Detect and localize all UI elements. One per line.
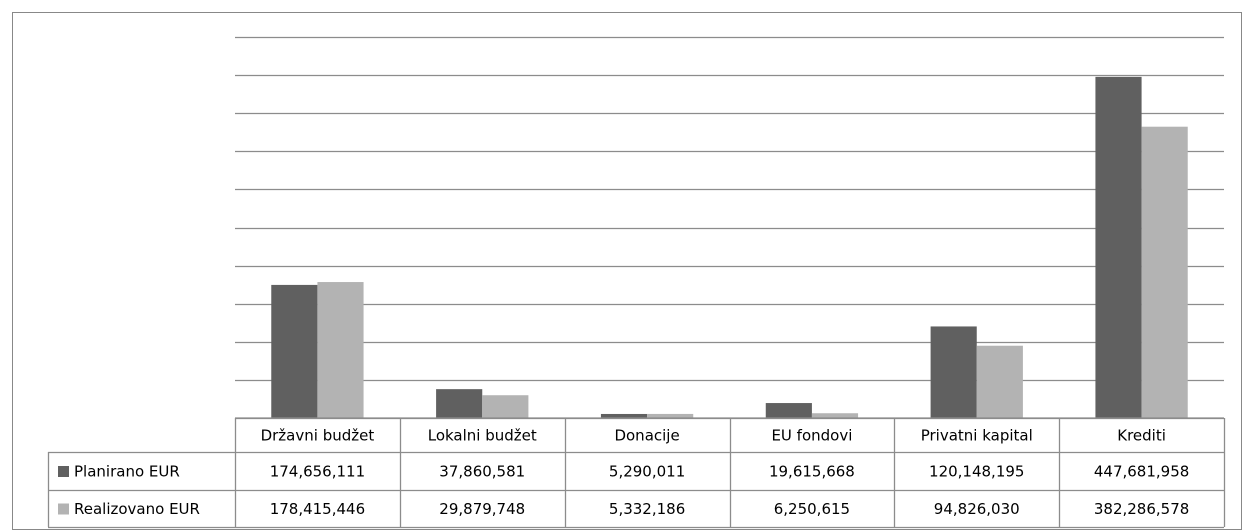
- bar: [765, 403, 812, 418]
- bar: [930, 326, 977, 418]
- data-table-value: 174,656,111: [270, 463, 365, 481]
- bar: [1141, 126, 1188, 418]
- data-table-value: 5,332,186: [609, 500, 685, 518]
- bar: [811, 413, 859, 418]
- bar: [647, 413, 694, 418]
- legend-label: Planirano EUR: [74, 463, 180, 481]
- bar: [271, 284, 318, 418]
- data-table-value: 19,615,668: [769, 463, 855, 481]
- bar: [1095, 76, 1142, 419]
- x-tick-label: Lokalni budžet: [428, 427, 537, 445]
- bar: [317, 282, 364, 418]
- data-table-value: 6,250,615: [774, 500, 850, 518]
- data-table-value: 5,290,011: [609, 463, 685, 481]
- legend-label: Realizovano EUR: [74, 500, 200, 518]
- legend-key: [58, 503, 69, 515]
- data-table-value: 178,415,446: [270, 500, 365, 518]
- x-tick-label: Državni budžet: [261, 427, 375, 445]
- data-table-value: 382,286,578: [1094, 500, 1189, 518]
- x-tick-label: Donacije: [614, 427, 679, 445]
- x-tick-label: Privatni kapital: [921, 427, 1033, 445]
- x-tick-label: EU fondovi: [771, 427, 852, 445]
- chart-frame: [12, 12, 1242, 530]
- bar: [436, 389, 483, 418]
- bar: [600, 413, 648, 418]
- data-table-value: 37,860,581: [439, 463, 525, 481]
- data-table-value: 29,879,748: [439, 500, 525, 518]
- x-tick-label: Krediti: [1117, 427, 1166, 445]
- data-table-value: 120,148,195: [929, 463, 1024, 481]
- bar: [976, 345, 1023, 418]
- legend-key: [58, 466, 69, 477]
- data-table-value: 447,681,958: [1094, 463, 1189, 481]
- bar: [482, 395, 529, 418]
- data-table-value: 94,826,030: [934, 500, 1020, 518]
